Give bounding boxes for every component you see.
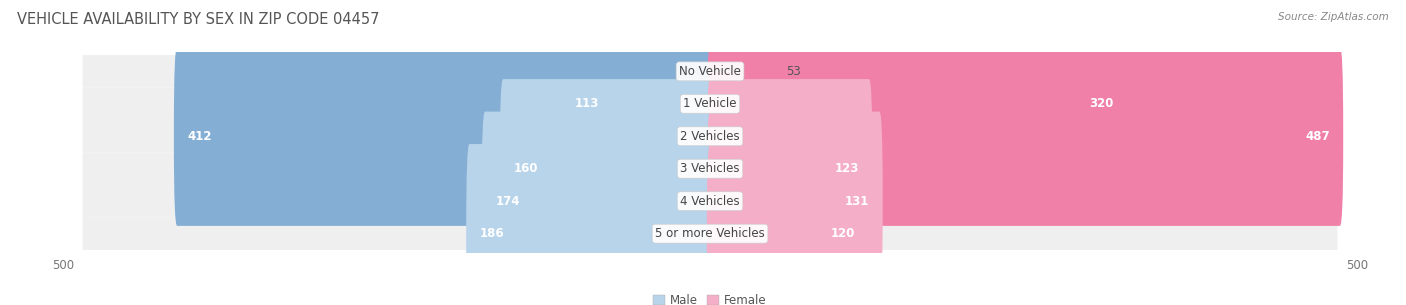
FancyBboxPatch shape bbox=[83, 185, 1337, 217]
Text: VEHICLE AVAILABILITY BY SEX IN ZIP CODE 04457: VEHICLE AVAILABILITY BY SEX IN ZIP CODE … bbox=[17, 12, 380, 27]
Text: 174: 174 bbox=[495, 195, 520, 208]
FancyBboxPatch shape bbox=[707, 79, 872, 258]
FancyBboxPatch shape bbox=[83, 120, 1337, 152]
Text: 113: 113 bbox=[574, 97, 599, 110]
Text: 320: 320 bbox=[1090, 97, 1114, 110]
FancyBboxPatch shape bbox=[83, 152, 1337, 185]
FancyBboxPatch shape bbox=[83, 88, 1337, 120]
FancyBboxPatch shape bbox=[707, 47, 1343, 226]
FancyBboxPatch shape bbox=[707, 112, 883, 291]
Text: 53: 53 bbox=[786, 65, 801, 78]
Text: 131: 131 bbox=[845, 195, 869, 208]
Text: 1 Vehicle: 1 Vehicle bbox=[683, 97, 737, 110]
Text: No Vehicle: No Vehicle bbox=[679, 65, 741, 78]
Text: 160: 160 bbox=[513, 162, 538, 175]
Text: 123: 123 bbox=[834, 162, 859, 175]
Text: 412: 412 bbox=[187, 130, 212, 143]
FancyBboxPatch shape bbox=[561, 14, 713, 193]
Text: 4 Vehicles: 4 Vehicles bbox=[681, 195, 740, 208]
FancyBboxPatch shape bbox=[707, 144, 869, 305]
FancyBboxPatch shape bbox=[83, 217, 1337, 250]
FancyBboxPatch shape bbox=[174, 47, 713, 226]
Text: Source: ZipAtlas.com: Source: ZipAtlas.com bbox=[1278, 12, 1389, 22]
FancyBboxPatch shape bbox=[482, 112, 713, 291]
FancyBboxPatch shape bbox=[467, 144, 713, 305]
Text: 0: 0 bbox=[695, 65, 702, 78]
Text: 487: 487 bbox=[1305, 130, 1330, 143]
Legend: Male, Female: Male, Female bbox=[648, 289, 772, 305]
Text: 120: 120 bbox=[831, 227, 855, 240]
FancyBboxPatch shape bbox=[501, 79, 713, 258]
Text: 2 Vehicles: 2 Vehicles bbox=[681, 130, 740, 143]
FancyBboxPatch shape bbox=[707, 14, 1128, 193]
Text: 186: 186 bbox=[479, 227, 505, 240]
Text: 3 Vehicles: 3 Vehicles bbox=[681, 162, 740, 175]
Text: 5 or more Vehicles: 5 or more Vehicles bbox=[655, 227, 765, 240]
FancyBboxPatch shape bbox=[707, 0, 782, 161]
FancyBboxPatch shape bbox=[83, 55, 1337, 88]
